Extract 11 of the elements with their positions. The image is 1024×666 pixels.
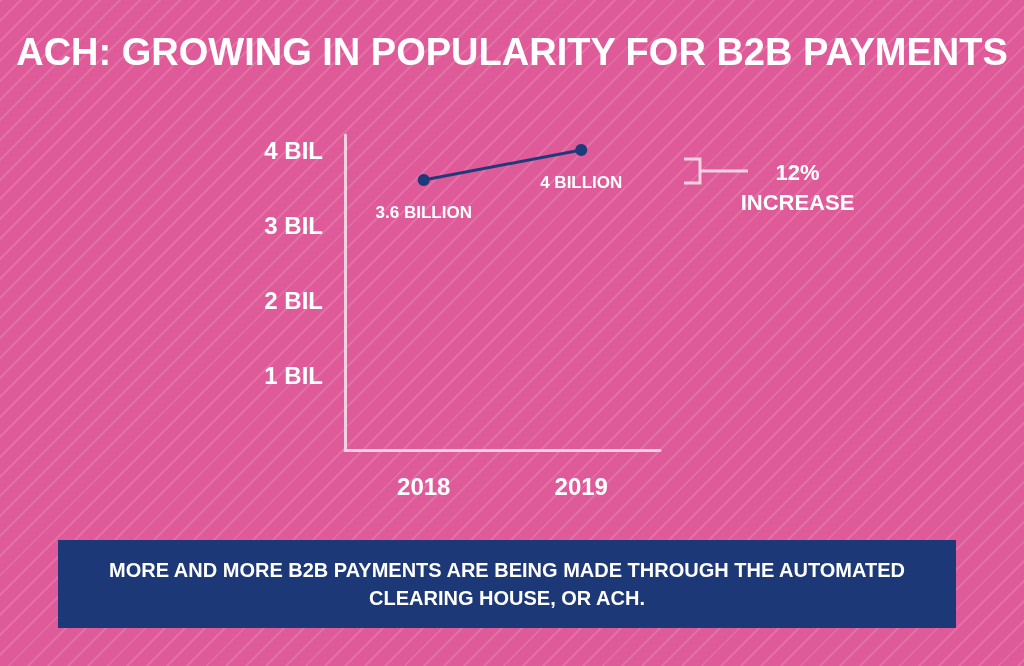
x-tick-label: 2019 [554, 472, 608, 500]
data-label: 4 BILLION [540, 173, 623, 192]
y-tick-label: 1 BIL [264, 361, 323, 389]
text: MORE AND MORE B2B PAYMENTS ARE BEING MADE THROUGH THE AUTOMATED CLEARING HOUSE, OR ACH. [58, 540, 956, 628]
data-label: 3.6 BILLION [375, 203, 472, 222]
y-tick-label: 2 BIL [264, 286, 323, 314]
y-tick-label: 3 BIL [264, 211, 323, 239]
text: 12% INCREASE [740, 159, 855, 217]
x-tick-label: 2018 [397, 472, 451, 500]
chart-title: ACH: GROWING IN POPULARITY FOR B2B PAYMENTS [16, 31, 1008, 73]
y-tick-label: 4 BIL [264, 136, 323, 164]
